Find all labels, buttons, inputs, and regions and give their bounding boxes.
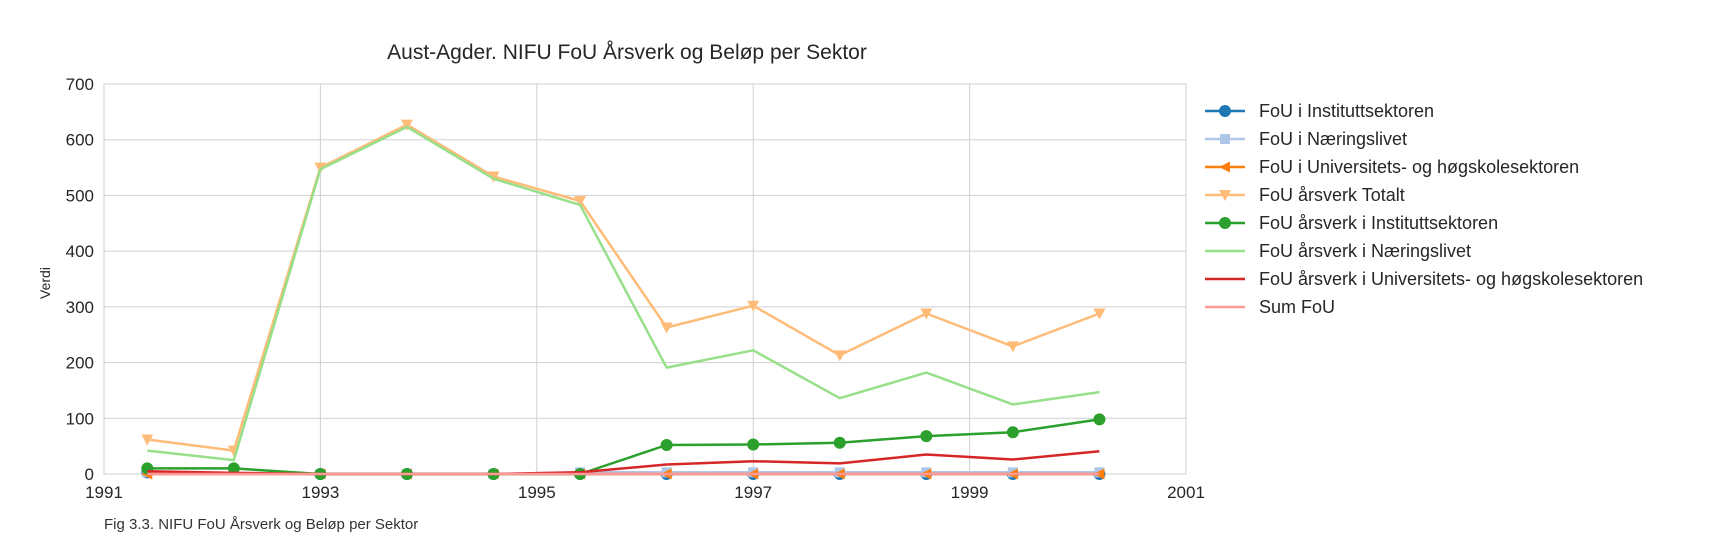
data-point	[920, 308, 933, 320]
data-point	[920, 430, 933, 443]
legend-marker	[1219, 190, 1231, 201]
y-axis-label: Verdi	[37, 267, 53, 299]
data-point	[747, 438, 760, 451]
series-line	[147, 125, 1100, 462]
legend-item: FoU årsverk i Universitets- og høgskoles…	[1205, 269, 1643, 289]
data-point	[1006, 426, 1019, 439]
legend-label: FoU årsverk Totalt	[1259, 185, 1405, 205]
plot-area	[103, 83, 1187, 475]
data-point	[660, 439, 673, 452]
data-point	[1093, 413, 1106, 426]
chart-title: Aust-Agder. NIFU FoU Årsverk og Beløp pe…	[387, 41, 867, 64]
y-tick-label: 600	[66, 131, 94, 150]
grid	[103, 83, 1187, 475]
data-point	[141, 434, 154, 446]
y-tick-label: 700	[66, 75, 94, 94]
x-tick-label: 1995	[518, 483, 556, 502]
data-point	[1093, 308, 1106, 320]
legend-label: Sum FoU	[1259, 297, 1335, 317]
figure-caption: Fig 3.3. NIFU FoU Årsverk og Beløp per S…	[104, 516, 419, 533]
series-6	[147, 125, 1100, 462]
data-point	[747, 300, 760, 312]
legend-item: FoU i Universitets- og høgskolesektoren	[1205, 157, 1579, 177]
data-point	[574, 196, 587, 207]
x-tick-label: 1991	[85, 483, 123, 502]
legend-item: Sum FoU	[1205, 297, 1335, 317]
y-tick-label: 100	[66, 409, 94, 428]
data-point	[833, 436, 846, 449]
data-point	[487, 171, 500, 183]
legend-label: FoU årsverk i Næringslivet	[1259, 241, 1471, 261]
data-point	[833, 350, 846, 362]
legend-marker	[1219, 217, 1231, 229]
y-tick-label: 0	[85, 465, 94, 484]
legend-item: FoU årsverk i Næringslivet	[1205, 241, 1471, 261]
data-point	[400, 119, 413, 131]
y-tick-label: 500	[66, 186, 94, 205]
legend-label: FoU årsverk i Universitets- og høgskoles…	[1259, 269, 1643, 289]
legend-marker	[1219, 161, 1230, 173]
legend-marker	[1219, 105, 1231, 117]
x-tick-label: 1997	[734, 483, 772, 502]
legend-label: FoU i Instituttsektoren	[1259, 101, 1434, 121]
x-tick-label: 2001	[1167, 483, 1205, 502]
x-tick-label: 1993	[301, 483, 339, 502]
legend: FoU i Instituttsektoren FoU i Næringslive…	[1205, 101, 1643, 317]
legend-label: FoU i Næringslivet	[1259, 129, 1407, 149]
legend-marker	[1220, 134, 1230, 144]
legend-item: FoU årsverk i Instituttsektoren	[1205, 213, 1498, 233]
legend-label: FoU årsverk i Instituttsektoren	[1259, 213, 1498, 233]
series-group	[141, 119, 1106, 480]
legend-item: FoU i Instituttsektoren	[1205, 101, 1434, 121]
x-tick-label: 1999	[951, 483, 989, 502]
data-point	[1006, 341, 1019, 353]
axes: 0 100 200 300 400 500 600 700 1991 1993 1995 1997 19…	[66, 75, 1205, 502]
y-tick-label: 200	[66, 354, 94, 373]
legend-item: FoU i Næringslivet	[1205, 129, 1407, 149]
data-point	[660, 322, 673, 334]
y-tick-label: 300	[66, 298, 94, 317]
legend-item: FoU årsverk Totalt	[1205, 185, 1405, 205]
legend-label: FoU i Universitets- og høgskolesektoren	[1259, 157, 1579, 177]
y-tick-label: 400	[66, 242, 94, 261]
